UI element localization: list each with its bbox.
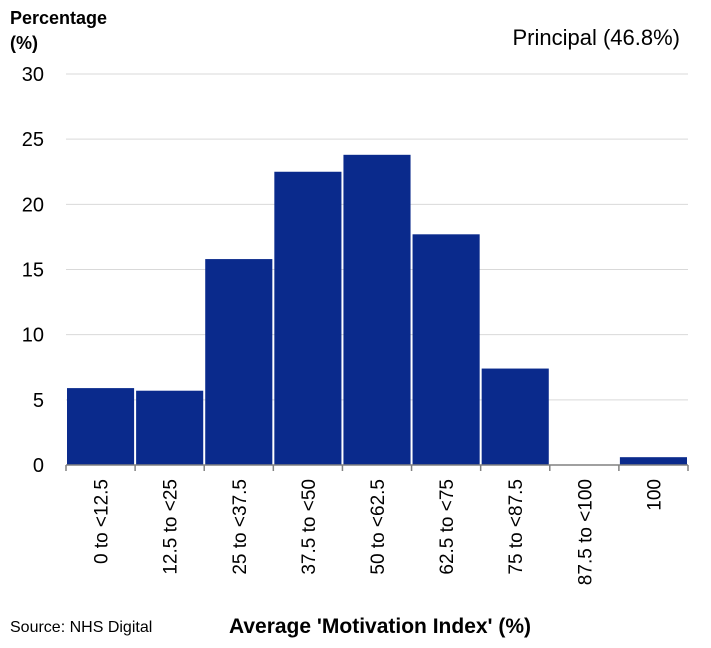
x-tick-label-2: 25 to <37.5 [230,479,251,575]
x-tick-label-1: 12.5 to <25 [161,479,182,575]
bar-6 [481,368,549,465]
x-tick-label-3: 37.5 to <50 [299,479,320,575]
x-tick-label-6: 75 to <87.5 [506,479,527,575]
y-tick-label-15: 15 [22,260,44,282]
x-tick-labels: 0 to <12.5 12.5 to <25 25 to <37.5 37.5 to … [92,479,666,585]
x-tick-label-4: 50 to <62.5 [368,479,389,575]
y-axis-label-line-1: Percentage [10,8,107,28]
bar-8 [619,457,687,465]
bar-3 [274,171,342,465]
y-tick-label-0: 0 [33,455,44,477]
bar-1 [136,390,204,465]
x-tick-label-8: 100 [644,479,665,511]
bar-0 [67,388,135,465]
y-axis-label-line-2: (%) [10,33,38,53]
bar-2 [205,259,273,465]
x-axis-label: Average 'Motivation Index' (%) [229,615,531,638]
y-tick-label-10: 10 [22,325,44,347]
source-note: Source: NHS Digital [10,619,152,636]
y-tick-label-30: 30 [22,64,44,86]
bar-5 [412,234,480,465]
chart-annotation: Principal (46.8%) [512,25,680,50]
x-tick-label-7: 87.5 to <100 [575,479,596,585]
y-tick-label-20: 20 [22,194,44,216]
bars [67,154,687,465]
x-tick-label-5: 62.5 to <75 [437,479,458,575]
axes [65,464,689,471]
y-tick-label-5: 5 [33,390,44,412]
y-tick-labels: 0 5 10 15 20 25 30 [22,64,44,477]
bar-4 [343,154,411,465]
x-tick-label-0: 0 to <12.5 [92,479,113,564]
y-tick-label-25: 25 [22,129,44,151]
